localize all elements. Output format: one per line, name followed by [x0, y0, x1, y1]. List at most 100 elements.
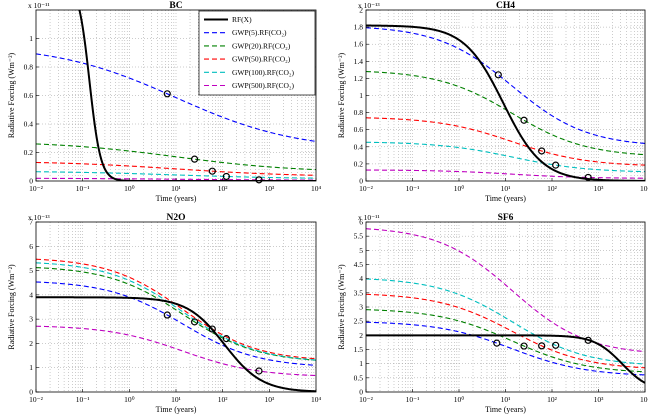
- y-axis-label: Radiative Forcing (Wm⁻²): [7, 53, 16, 139]
- x-tick-label: 10¹: [501, 184, 511, 193]
- y-axis-multiplier: x 10⁻¹³: [358, 1, 380, 10]
- y-tick-label: 7: [29, 218, 33, 227]
- y-tick-label: 0.8: [24, 63, 34, 72]
- chart-panel-n2o: 10⁻² 10⁻¹ 10⁰ 10¹ 10² 10³ 10⁴ 0 1 2 3 4 5 6 7x 10⁻¹³ N2…: [7, 213, 321, 414]
- y-tick-label: 0: [29, 388, 33, 397]
- y-tick-label: 0.6: [354, 125, 364, 134]
- series-line-gwp-4: [366, 141, 645, 173]
- legend: RF(X) GWP(5).RF(CO₂) GWP(20).RF(CO₂) GWP(50…: [198, 10, 316, 96]
- x-tick-label: 10⁻¹: [406, 184, 420, 193]
- series-line-gwp-5: [366, 169, 645, 179]
- chart-panel-sf6: 10⁻² 10⁻¹ 10⁰ 10¹ 10² 10³ 10⁴ 0 0.5 1 1.5 2 2.5 3 3.5 4…: [337, 213, 648, 414]
- x-axis-label: Time (years): [485, 405, 526, 414]
- marker-point: [520, 342, 528, 350]
- x-tick-label: 10²: [547, 395, 558, 404]
- x-tick-label: 10⁻¹: [76, 184, 90, 193]
- y-tick-label: 0.4: [24, 120, 34, 129]
- x-axis-label: Time (years): [156, 405, 197, 414]
- y-axis-multiplier: x 10⁻¹³: [28, 213, 50, 222]
- chart-title: BC: [169, 1, 182, 11]
- y-tick-label: 0.2: [354, 159, 364, 168]
- y-axis-multiplier: x 10⁻¹¹: [28, 1, 50, 10]
- plot-area: [366, 10, 645, 181]
- y-tick-label: 1.2: [354, 74, 364, 83]
- series-line-rf: [366, 334, 645, 384]
- y-tick-label: 5: [29, 266, 33, 275]
- x-tick-label: 10⁻²: [359, 395, 373, 404]
- x-tick-label: 10⁰: [454, 395, 465, 404]
- x-tick-label: 10³: [594, 184, 605, 193]
- series-line-gwp-4: [366, 278, 645, 365]
- y-tick-label: 1.8: [354, 23, 364, 32]
- x-tick-label: 10⁰: [454, 184, 465, 193]
- marker-point: [163, 311, 171, 319]
- chart-title: SF6: [498, 213, 514, 223]
- y-tick-label: 1.6: [354, 40, 364, 49]
- marker-point: [255, 367, 263, 375]
- y-tick-label: 2: [359, 6, 363, 15]
- marker-point: [520, 116, 528, 124]
- marker-point: [584, 173, 592, 182]
- marker-point: [208, 325, 216, 333]
- y-tick-label: 1: [29, 363, 33, 372]
- y-tick-label: 4.5: [354, 260, 364, 269]
- series-line-gwp-1: [36, 53, 316, 142]
- legend-box: [198, 10, 316, 96]
- chart-title: CH4: [496, 1, 515, 11]
- x-tick-label: 10⁰: [124, 395, 135, 404]
- x-tick-label: 10⁴: [640, 184, 648, 193]
- y-tick-label: 0: [29, 177, 33, 186]
- x-tick-label: 10⁻²: [29, 184, 43, 193]
- marker-point: [190, 318, 199, 326]
- chart-panel-ch4: 10⁻² 10⁻¹ 10⁰ 10¹ 10² 10³ 10⁴ 0 0.2 0.4 0.6 0.8 1 1.2…: [337, 1, 648, 203]
- legend-label: GWP(50).RF(CO₂): [232, 55, 291, 64]
- marker-point: [190, 155, 199, 163]
- y-tick-label: 1.5: [354, 345, 364, 354]
- y-tick-label: 0.6: [24, 91, 34, 100]
- series-group: [366, 228, 645, 384]
- legend-label: GWP(100).RF(CO₂): [232, 68, 294, 77]
- x-tick-label: 10⁴: [311, 395, 322, 404]
- series-line-gwp-1: [36, 281, 316, 366]
- series-group: [36, 258, 316, 392]
- grid: [366, 222, 645, 392]
- y-tick-label: 6: [359, 218, 363, 227]
- series-line-gwp-2: [36, 267, 316, 361]
- y-tick-label: 5.5: [354, 232, 364, 241]
- marker-point: [255, 176, 263, 184]
- marker-point: [222, 172, 230, 181]
- series-line-gwp-3: [366, 293, 645, 369]
- y-tick-label: 5: [359, 246, 363, 255]
- legend-label: GWP(500).RF(CO₂): [232, 81, 294, 90]
- x-tick-label: 10²: [218, 184, 229, 193]
- y-tick-label: 0.2: [24, 148, 34, 157]
- y-axis-multiplier: x 10⁻¹¹: [358, 213, 380, 222]
- x-tick-label: 10²: [218, 395, 229, 404]
- y-tick-label: 3: [359, 303, 363, 312]
- x-tick-label: 10⁴: [311, 184, 322, 193]
- y-tick-label: 4: [29, 290, 33, 299]
- y-axis-label: Radiative Forcing (Wm⁻²): [337, 264, 346, 350]
- y-tick-label: 6: [29, 242, 33, 251]
- x-axis-label: Time (years): [485, 194, 526, 203]
- marker-point: [208, 167, 216, 175]
- y-axis-label: Radiative Forcing (Wm⁻²): [7, 264, 16, 350]
- y-tick-label: 2.5: [354, 317, 364, 326]
- y-tick-label: 0.8: [354, 108, 364, 117]
- y-tick-label: 0.5: [354, 373, 364, 382]
- x-tick-label: 10¹: [501, 395, 511, 404]
- marker-point: [222, 335, 230, 343]
- series-line-gwp-4: [36, 171, 316, 179]
- x-tick-label: 10⁻¹: [76, 395, 90, 404]
- marker-point: [538, 147, 546, 155]
- y-tick-label: 3: [29, 315, 33, 324]
- x-tick-label: 10⁴: [640, 395, 648, 404]
- marker-point: [584, 336, 592, 344]
- y-tick-label: 4: [359, 274, 363, 283]
- x-tick-label: 10³: [264, 395, 275, 404]
- x-tick-label: 10⁰: [124, 184, 135, 193]
- x-tick-label: 10⁻¹: [406, 395, 420, 404]
- legend-label: RF(X): [232, 15, 252, 24]
- y-tick-label: 1: [29, 34, 33, 43]
- marker-point: [163, 90, 171, 98]
